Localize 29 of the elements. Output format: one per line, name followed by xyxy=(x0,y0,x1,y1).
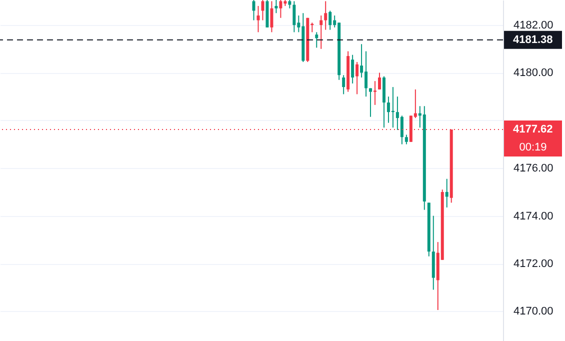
y-tick-label: 4174.00 xyxy=(514,210,554,222)
candlestick xyxy=(369,88,372,118)
y-tick-label: 4172.00 xyxy=(514,258,554,270)
candlestick xyxy=(356,62,359,95)
candlestick xyxy=(445,178,448,208)
candlestick xyxy=(270,0,274,33)
candlestick xyxy=(400,115,404,145)
y-tick-label: 4176.00 xyxy=(514,162,554,175)
candlestick xyxy=(292,0,296,33)
candlestick xyxy=(351,54,354,84)
candlestick xyxy=(324,0,328,30)
candlestick xyxy=(252,0,256,21)
candlestick xyxy=(342,74,346,95)
ref-line-label: 4177.62 xyxy=(513,123,553,136)
y-tick-label: 4170.00 xyxy=(514,306,554,318)
candlestick xyxy=(315,32,318,48)
y-tick-label: 4180.00 xyxy=(514,67,554,80)
candlestick xyxy=(374,80,377,106)
candlestick xyxy=(256,5,260,33)
candlestick xyxy=(261,0,264,21)
text: 00:19 xyxy=(519,141,547,154)
candlestick xyxy=(320,15,323,50)
candlestick xyxy=(378,72,381,90)
ref-line-label: 4181.38 xyxy=(513,34,553,46)
candlestick xyxy=(404,134,408,145)
candlestick xyxy=(328,10,332,30)
candlestick xyxy=(279,0,282,18)
candlestick xyxy=(274,0,278,14)
y-tick-label: 4182.00 xyxy=(514,20,554,32)
